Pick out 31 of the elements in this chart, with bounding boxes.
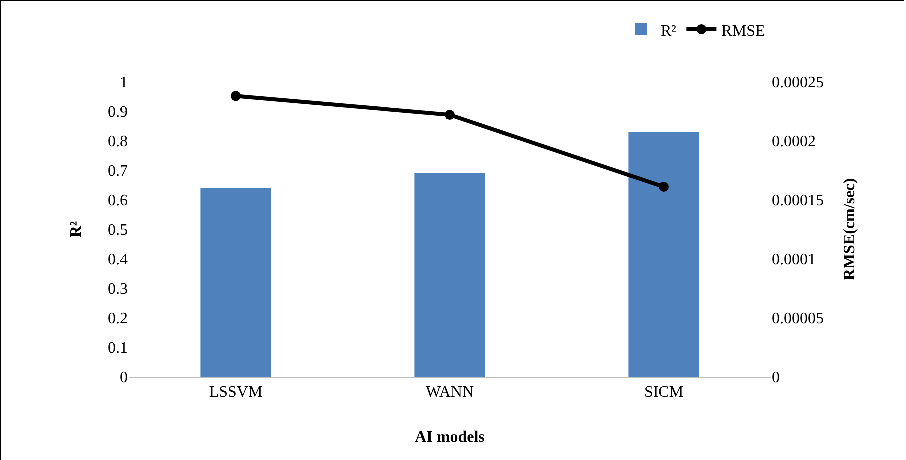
bar [414, 173, 486, 377]
y-tick-label: 0 [120, 370, 128, 387]
y-tick-label: 0.6 [108, 192, 128, 210]
x-tick-label: LSSVM [209, 384, 263, 402]
legend-label: RMSE [722, 22, 766, 40]
y-axis-title: R² [68, 221, 85, 238]
y-tick-label: 1 [120, 74, 128, 92]
x-tick-label: SICM [644, 384, 684, 402]
point [659, 182, 669, 192]
y-tick-label: 0.4 [108, 252, 128, 269]
y-tick-label: 0.1 [108, 340, 128, 358]
y-tick-label: 0.9 [108, 104, 128, 122]
x-tick-label: WANN [426, 384, 474, 402]
y2-tick-label: 0.00025 [772, 74, 824, 92]
legend-label: R² [661, 22, 677, 40]
y-tick-label: 0.3 [108, 281, 128, 298]
y2-tick-label: 0.00005 [772, 310, 824, 328]
y2-tick-label: 0.0002 [772, 134, 816, 151]
y-tick-label: 0.5 [108, 222, 128, 240]
bar [628, 132, 700, 377]
bar [200, 188, 272, 377]
point [445, 110, 455, 120]
y2-tick-label: 0.00015 [772, 192, 824, 210]
y-tick-label: 0.8 [108, 134, 128, 151]
point [231, 91, 241, 102]
y2-tick-label: 0.0001 [772, 252, 816, 269]
y-tick-label: 0.2 [108, 310, 128, 328]
x-axis-title: AI models [415, 428, 485, 446]
y2-axis-title: RMSE(cm/sec) [842, 178, 859, 281]
y2-tick-label: 0 [772, 370, 780, 387]
y-tick-label: 0.7 [108, 163, 128, 180]
